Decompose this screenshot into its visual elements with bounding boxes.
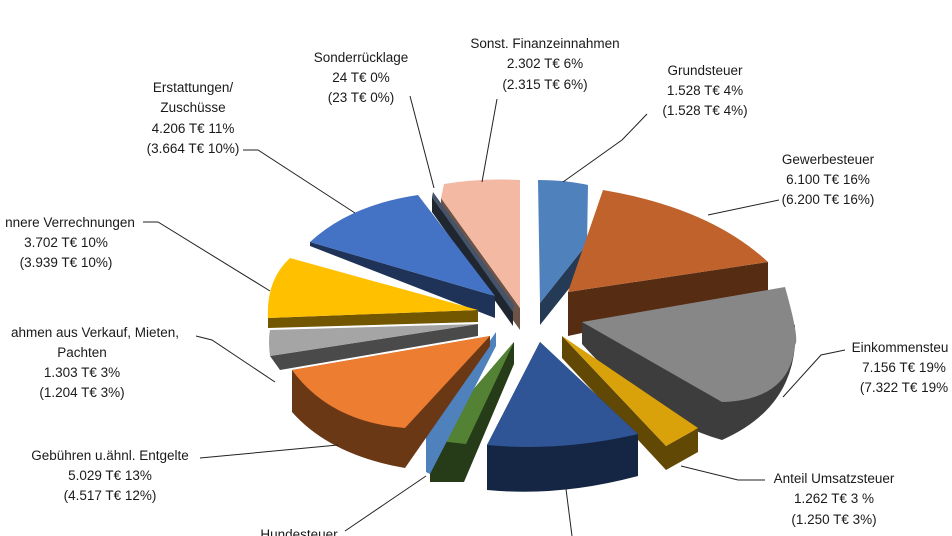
slice-hundesteuer-body — [426, 332, 496, 474]
slice-innere-verrechnungen-top — [267, 258, 478, 318]
leader-einkommensteuer — [782, 349, 846, 398]
label-grundsteuer-name: Grundsteuer — [667, 63, 743, 78]
slice-grundsteuer-side — [540, 244, 587, 325]
slice-anteil-umsatzsteuer — [562, 336, 698, 470]
label-verkauf-mieten-name: ahmen aus Verkauf, Mieten, — [11, 325, 179, 340]
slice-erstattungen — [310, 195, 495, 318]
slice-gebuehren-top — [292, 336, 490, 428]
label-erstattungen-value: 4.206 T€ 11% — [152, 121, 235, 136]
leader-erstattungen — [243, 149, 356, 214]
leader-anteil-umsatzsteuer — [680, 465, 765, 481]
label-gewerbesteuer-prev: (6.200 T€ 16%) — [782, 192, 875, 207]
label-erstattungen-name: Erstattungen/ — [153, 80, 234, 95]
slice-innere-verrechnungen — [267, 258, 478, 328]
label-sonst-finanzeinnahmen-name: Sonst. Finanzeinnahmen — [470, 36, 619, 51]
leader-sonst-finanzeinnahmen — [481, 98, 498, 183]
label-einkommensteuer-name: Einkommensteu — [852, 340, 949, 355]
label-anteil-umsatzsteuer-name: Anteil Umsatzsteuer — [774, 471, 895, 486]
slice-anteil-umsatzsteuer-top — [562, 336, 698, 446]
label-erstattungen-name2: Zuschüsse — [160, 100, 225, 115]
label-hundesteuer-name: Hundesteuer — [260, 527, 338, 536]
slice-sonst-finanzeinnahmen-top — [441, 179, 520, 308]
slice-gewerbesteuer-top — [568, 190, 768, 292]
slice-erstattungen-side — [310, 242, 495, 318]
label-innere-verrechnungen-prev: (3.939 T€ 10%) — [20, 255, 113, 270]
label-einkommensteuer-value: 7.156 T€ 19% — [862, 360, 946, 375]
slice-einkommensteuer — [582, 287, 797, 440]
slice-erstattungen-top — [310, 195, 495, 296]
slice-verkauf-mieten-side — [270, 324, 478, 370]
label-gebuehren-value: 5.029 T€ 13% — [68, 468, 152, 483]
slice-blue-unlabeled — [487, 342, 638, 492]
leader-innere-verrechnungen — [143, 221, 271, 292]
label-gewerbesteuer-name: Gewerbesteuer — [782, 152, 875, 167]
label-grundsteuer-value: 1.528 T€ 4% — [667, 83, 743, 98]
leader-verkauf-mieten — [195, 335, 276, 383]
slice-gebuehren — [292, 336, 490, 468]
label-sonst-finanzeinnahmen-value: 2.302 T€ 6% — [507, 56, 583, 71]
leader-sonderruecklage — [409, 95, 435, 189]
leader-blue-unlabeled — [565, 488, 573, 536]
slice-anteil-umsatzsteuer-side — [562, 336, 698, 470]
slice-innere-verrechnungen-side — [268, 310, 478, 328]
slice-grundsteuer — [538, 180, 588, 325]
label-innere-verrechnungen-value: 3.702 T€ 10% — [24, 235, 108, 250]
label-verkauf-mieten-name2: Pachten — [57, 345, 107, 360]
label-innere-verrechnungen-name: nnere Verrechnungen — [5, 215, 135, 230]
slice-sonderruecklage-top — [432, 192, 514, 312]
label-gebuehren-prev: (4.517 T€ 12%) — [64, 488, 157, 503]
slice-verkauf-mieten-top — [269, 324, 478, 356]
slice-blue-unlabeled-top — [487, 342, 638, 447]
label-sonderruecklage-name: Sonderrücklage — [314, 50, 409, 65]
slice-einkommensteuer-top — [582, 287, 797, 402]
label-grundsteuer-prev: (1.528 T€ 4%) — [662, 103, 747, 118]
leader-hundesteuer — [344, 475, 427, 532]
label-gewerbesteuer-value: 6.100 T€ 16% — [786, 172, 870, 187]
label-gebuehren-name: Gebühren u.ähnl. Entgelte — [31, 448, 189, 463]
label-sonderruecklage-prev: (23 T€ 0%) — [328, 90, 395, 105]
leader-lines — [143, 95, 846, 536]
slice-verkauf-mieten — [269, 324, 478, 370]
label-verkauf-mieten-prev: (1.204 T€ 3%) — [39, 385, 124, 400]
slice-hundesteuer — [426, 332, 496, 474]
leader-gebuehren — [199, 444, 339, 459]
leader-grundsteuer — [562, 113, 648, 183]
label-erstattungen-prev: (3.664 T€ 10%) — [147, 141, 240, 156]
label-sonderruecklage-value: 24 T€ 0% — [332, 70, 390, 85]
leader-gewerbesteuer — [707, 199, 780, 216]
label-einkommensteuer-prev: (7.322 T€ 19% — [860, 380, 948, 395]
label-anteil-umsatzsteuer-value: 1.262 T€ 3 % — [794, 491, 874, 506]
slice-grundsteuer-top — [538, 180, 588, 303]
label-sonst-finanzeinnahmen-prev: (2.315 T€ 6%) — [502, 77, 587, 92]
label-verkauf-mieten-value: 1.303 T€ 3% — [44, 365, 120, 380]
label-anteil-umsatzsteuer-prev: (1.250 T€ 3%) — [791, 512, 876, 527]
